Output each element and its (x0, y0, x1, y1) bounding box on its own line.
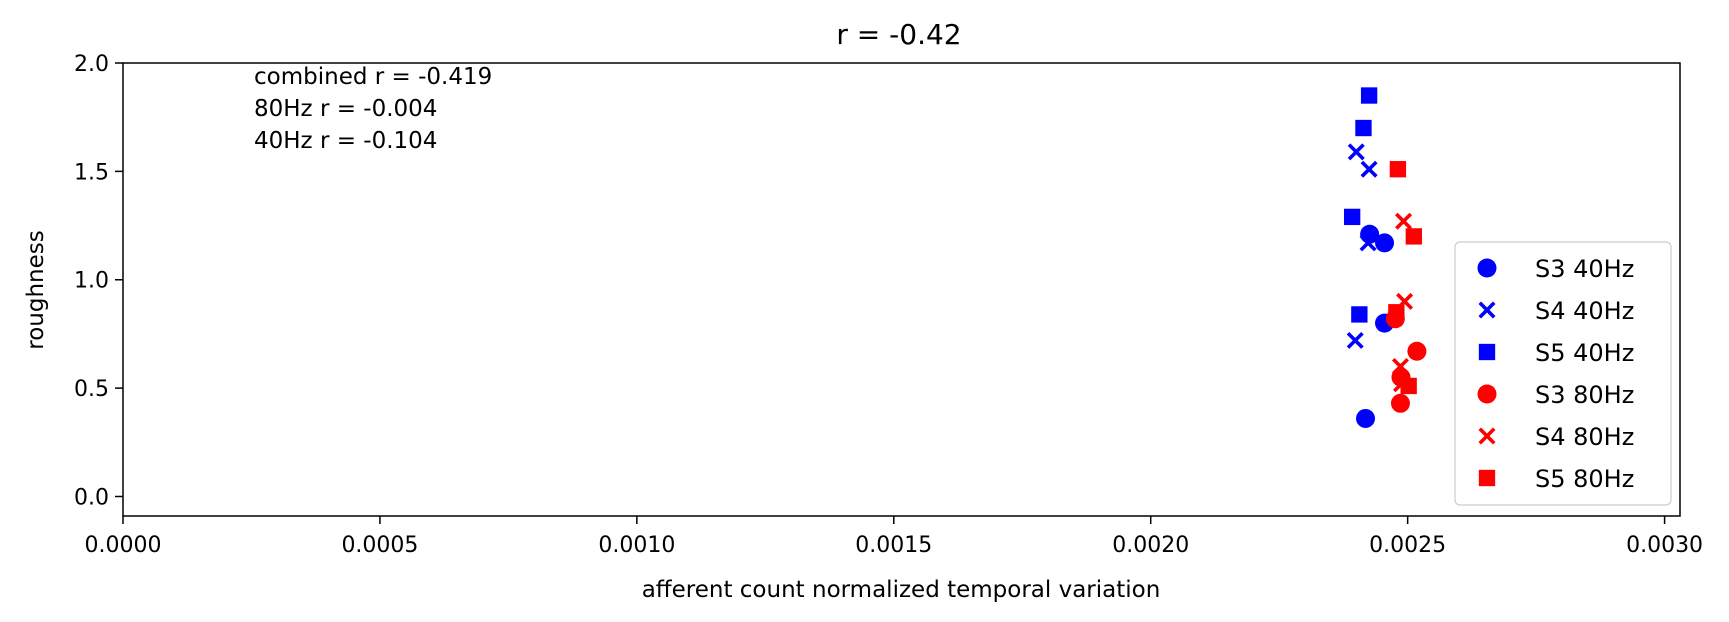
axes-frame (122, 62, 1681, 517)
x-tick-label: 0.0025 (1369, 533, 1446, 558)
legend-marker-s3-40hz (1477, 258, 1497, 278)
x-tick-label: 0.0000 (85, 533, 162, 558)
y-tick-label: 1.0 (74, 269, 109, 294)
legend-marker-s4-40hz (1478, 301, 1496, 319)
annotation-40hz-r: 40Hz r = -0.104 (254, 128, 437, 154)
legend-label-s5-40hz: S5 40Hz (1535, 339, 1634, 367)
annotation-80hz-r: 80Hz r = -0.004 (254, 96, 437, 122)
point-s5-40hz (1343, 208, 1361, 226)
data-marks (1343, 87, 1427, 428)
y-tick-label: 0.5 (74, 377, 109, 402)
legend: S3 40Hz S4 40Hz S5 40Hz S3 80Hz S4 80Hz S5 80… (1454, 241, 1672, 506)
legend-label-s5-80hz: S5 80Hz (1535, 465, 1634, 493)
point-s4-40hz (1359, 234, 1377, 252)
y-axis-label: roughness (23, 230, 49, 349)
y-tick-label: 0.0 (74, 485, 109, 510)
point-s5-40hz (1360, 87, 1378, 104)
legend-label-s3-80hz: S3 80Hz (1535, 381, 1634, 409)
x-tick-label: 0.0010 (598, 533, 675, 558)
x-tick-label: 0.0020 (1112, 533, 1189, 558)
point-s3-80hz (1407, 341, 1427, 361)
annotation-combined-r: combined r = -0.419 (254, 64, 492, 90)
y-tick-label: 1.5 (74, 160, 109, 185)
point-s4-40hz (1346, 331, 1364, 349)
legend-marker-s5-80hz (1478, 469, 1496, 487)
point-s3-40hz (1375, 233, 1395, 253)
legend-label-s4-40hz: S4 40Hz (1535, 297, 1634, 325)
x-tick-label: 0.0015 (855, 533, 932, 558)
point-s4-80hz (1395, 212, 1413, 230)
x-tick-label: 0.0030 (1626, 533, 1703, 558)
point-s5-80hz (1388, 304, 1405, 321)
point-s4-40hz (1347, 143, 1365, 161)
legend-marker-s5-40hz (1478, 343, 1496, 361)
legend-marker-s3-80hz (1477, 384, 1497, 404)
correlation-annotations: combined r = -0.419 80Hz r = -0.004 40Hz… (254, 64, 492, 154)
point-s5-80hz (1405, 228, 1422, 245)
legend-box (1454, 241, 1672, 506)
legend-label-s3-40hz: S3 40Hz (1535, 255, 1634, 283)
point-s5-80hz (1400, 377, 1417, 395)
legend-items: S3 40Hz S4 40Hz S5 40Hz S3 80Hz S4 80Hz S5 80… (1477, 255, 1634, 493)
x-axis-ticks: 0.0000 0.0005 0.0010 0.0015 0.0020 0.0025 0.00… (85, 516, 1703, 558)
chart-title: r = -0.42 (836, 18, 961, 51)
point-s3-40hz (1356, 408, 1376, 428)
legend-label-s4-80hz: S4 80Hz (1535, 423, 1634, 451)
x-axis-label: afferent count normalized temporal varia… (642, 577, 1161, 603)
point-s4-80hz (1391, 357, 1409, 375)
point-s4-40hz (1360, 160, 1378, 178)
plot-area (122, 62, 1681, 517)
y-tick-label: 2.0 (74, 52, 109, 77)
legend-marker-s4-80hz (1478, 427, 1496, 445)
point-s5-40hz (1355, 119, 1372, 137)
point-s3-80hz (1390, 393, 1410, 413)
point-s5-40hz (1351, 306, 1368, 323)
point-s5-80hz (1389, 161, 1407, 178)
x-tick-label: 0.0005 (341, 533, 418, 558)
y-axis-ticks: 0.0 0.5 1.0 1.5 2.0 (74, 52, 123, 510)
